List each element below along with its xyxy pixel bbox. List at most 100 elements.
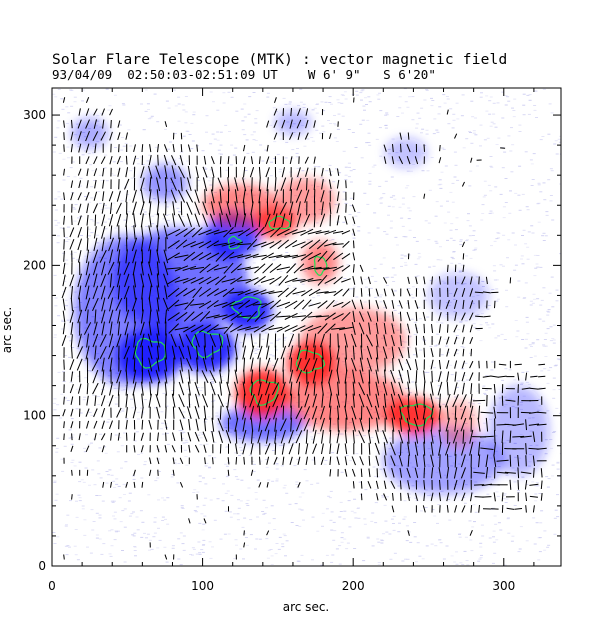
noise-speck	[488, 212, 492, 214]
field-vector	[198, 324, 212, 333]
noise-speck	[366, 537, 370, 539]
noise-speck	[333, 115, 336, 116]
noise-speck	[551, 338, 555, 339]
field-vector	[187, 406, 192, 419]
noise-speck	[317, 432, 321, 434]
noise-speck	[98, 495, 102, 496]
field-vector	[253, 324, 267, 333]
noise-speck	[466, 564, 470, 566]
field-vector	[312, 443, 318, 454]
field-vector	[63, 421, 65, 429]
field-vector	[245, 326, 259, 331]
noise-speck	[374, 296, 378, 298]
field-vector	[272, 394, 279, 408]
noise-speck	[222, 102, 226, 104]
noise-speck	[215, 412, 219, 414]
noise-speck	[534, 493, 538, 495]
noise-speck	[471, 235, 475, 236]
noise-speck	[343, 510, 347, 512]
noise-speck	[147, 109, 150, 110]
noise-speck	[458, 270, 462, 272]
field-vector	[93, 168, 98, 177]
noise-speck	[392, 195, 396, 197]
field-vector	[477, 441, 481, 456]
field-vector	[407, 530, 410, 536]
field-vector	[537, 387, 546, 390]
noise-speck	[184, 111, 188, 113]
field-vector	[147, 345, 153, 360]
noise-speck	[367, 232, 371, 234]
noise-speck	[559, 183, 561, 185]
field-vector	[514, 363, 522, 366]
field-vector	[324, 291, 337, 294]
noise-speck	[452, 251, 456, 252]
noise-speck	[407, 207, 411, 209]
noise-speck	[279, 445, 282, 446]
noise-speck	[465, 255, 469, 257]
noise-speck	[311, 168, 315, 170]
noise-speck	[77, 146, 81, 148]
noise-speck	[252, 139, 256, 141]
field-vector	[149, 249, 152, 264]
field-vector	[264, 443, 271, 455]
noise-speck	[232, 154, 236, 156]
field-vector	[205, 314, 220, 319]
noise-speck	[451, 127, 455, 129]
field-vector	[258, 177, 261, 192]
noise-speck	[520, 255, 524, 257]
field-vector	[99, 333, 107, 348]
noise-speck	[68, 429, 72, 431]
noise-speck	[192, 492, 196, 493]
field-vector	[365, 334, 373, 347]
noise-speck	[490, 166, 494, 168]
noise-speck	[227, 409, 231, 411]
field-vector	[469, 372, 474, 381]
noise-speck	[405, 328, 409, 330]
noise-speck	[511, 107, 514, 109]
field-vector	[391, 467, 395, 478]
noise-speck	[352, 224, 356, 226]
noise-speck	[378, 92, 381, 94]
noise-speck	[98, 538, 102, 540]
noise-speck	[540, 370, 544, 372]
field-vector	[156, 273, 160, 288]
noise-speck	[366, 536, 370, 538]
field-vector	[422, 288, 426, 297]
noise-speck	[203, 515, 207, 517]
field-vector	[296, 177, 302, 191]
noise-speck	[407, 531, 411, 533]
noise-speck	[196, 387, 200, 388]
noise-speck	[414, 497, 418, 499]
noise-speck	[169, 141, 172, 143]
field-vector	[178, 345, 185, 360]
noise-speck	[254, 140, 258, 141]
field-vector	[261, 300, 275, 309]
noise-speck	[322, 110, 326, 112]
field-vector	[156, 249, 160, 264]
field-vector	[524, 480, 528, 490]
noise-speck	[60, 393, 64, 395]
field-vector	[221, 300, 236, 308]
noise-speck	[442, 403, 446, 405]
noise-speck	[363, 192, 367, 194]
noise-speck	[503, 493, 507, 495]
noise-speck	[87, 228, 91, 230]
field-vector	[301, 288, 313, 297]
field-vector	[446, 348, 450, 357]
field-vector	[360, 288, 363, 297]
noise-speck	[171, 545, 175, 547]
noise-speck	[549, 195, 553, 196]
noise-speck	[62, 158, 66, 160]
noise-speck	[477, 403, 481, 404]
noise-speck	[209, 143, 213, 145]
field-vector	[353, 240, 355, 249]
noise-speck	[254, 548, 257, 550]
field-vector	[133, 144, 136, 153]
noise-speck	[248, 96, 252, 98]
noise-speck	[70, 418, 74, 420]
noise-speck	[344, 202, 348, 204]
noise-speck	[430, 105, 434, 107]
noise-speck	[505, 306, 509, 308]
noise-speck	[133, 440, 137, 442]
